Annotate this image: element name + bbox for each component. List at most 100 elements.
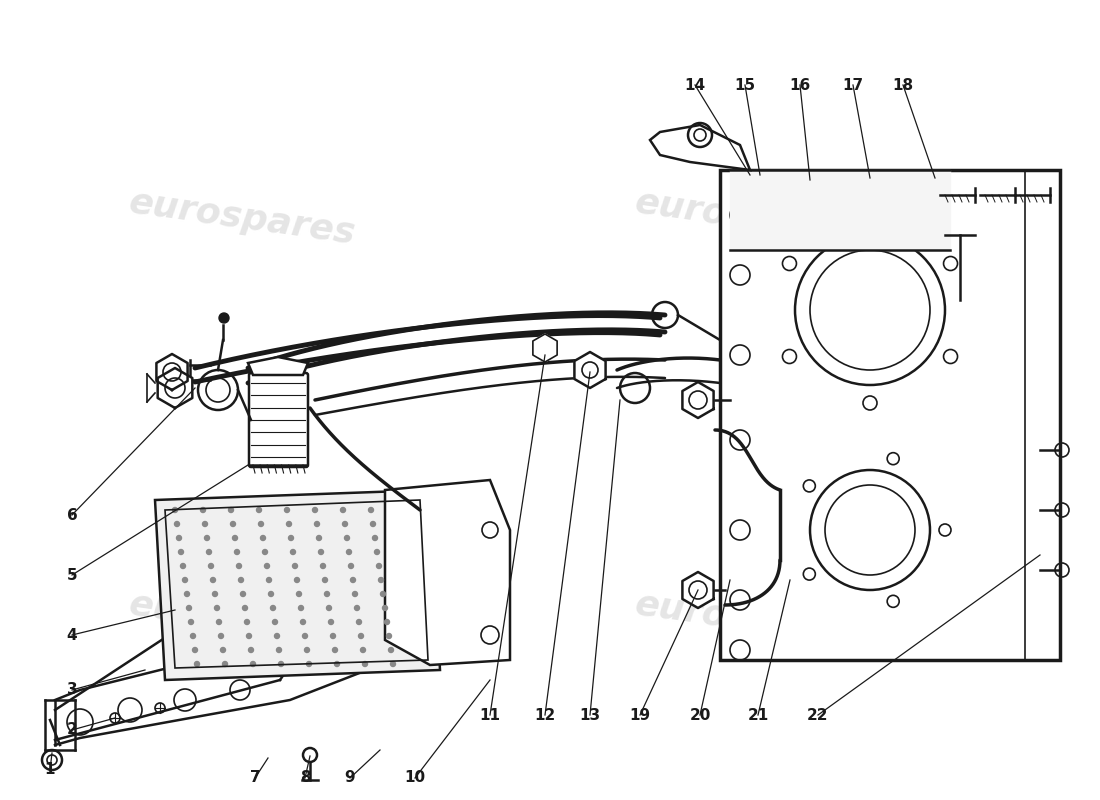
Circle shape [390, 662, 396, 666]
Text: eurospares: eurospares [632, 587, 864, 653]
Circle shape [264, 563, 270, 569]
Text: 21: 21 [747, 707, 769, 722]
Text: eurospares: eurospares [632, 186, 864, 250]
Circle shape [285, 507, 289, 513]
Text: 12: 12 [535, 707, 556, 722]
Circle shape [305, 647, 309, 653]
Circle shape [341, 507, 345, 513]
Text: 14: 14 [684, 78, 705, 93]
Circle shape [386, 634, 392, 638]
Circle shape [359, 634, 363, 638]
Circle shape [190, 634, 196, 638]
Polygon shape [650, 125, 750, 170]
Circle shape [383, 606, 387, 610]
Circle shape [352, 591, 358, 597]
Circle shape [290, 550, 296, 554]
Circle shape [195, 662, 199, 666]
Circle shape [381, 591, 385, 597]
Circle shape [298, 606, 304, 610]
Circle shape [368, 507, 374, 513]
Circle shape [322, 578, 328, 582]
Text: 6: 6 [67, 507, 77, 522]
Circle shape [351, 578, 355, 582]
Circle shape [176, 535, 182, 541]
Circle shape [173, 507, 177, 513]
Circle shape [346, 550, 352, 554]
Circle shape [212, 591, 218, 597]
Circle shape [234, 550, 240, 554]
Circle shape [327, 606, 331, 610]
Text: eurospares: eurospares [126, 587, 358, 653]
Circle shape [266, 578, 272, 582]
Circle shape [249, 647, 253, 653]
Circle shape [242, 606, 248, 610]
Polygon shape [248, 357, 308, 375]
FancyBboxPatch shape [249, 373, 308, 467]
Circle shape [312, 507, 318, 513]
Text: 18: 18 [892, 78, 914, 93]
Circle shape [307, 662, 311, 666]
Circle shape [261, 535, 265, 541]
Circle shape [300, 619, 306, 625]
Circle shape [217, 619, 221, 625]
Circle shape [385, 619, 389, 625]
Circle shape [178, 550, 184, 554]
Circle shape [349, 563, 353, 569]
Circle shape [236, 563, 242, 569]
Circle shape [332, 647, 338, 653]
Circle shape [231, 522, 235, 526]
Circle shape [278, 662, 284, 666]
Polygon shape [157, 368, 192, 408]
Circle shape [293, 563, 297, 569]
Circle shape [180, 563, 186, 569]
Text: 7: 7 [250, 770, 261, 786]
Text: 15: 15 [735, 78, 756, 93]
Circle shape [317, 535, 321, 541]
Circle shape [330, 634, 336, 638]
Circle shape [219, 313, 229, 323]
Circle shape [207, 550, 211, 554]
Circle shape [232, 535, 238, 541]
Circle shape [371, 522, 375, 526]
Circle shape [388, 647, 394, 653]
Text: 1: 1 [45, 762, 55, 778]
Text: 17: 17 [843, 78, 864, 93]
Polygon shape [574, 352, 606, 388]
Circle shape [192, 647, 198, 653]
Circle shape [276, 647, 282, 653]
Circle shape [361, 647, 365, 653]
Circle shape [271, 606, 275, 610]
Text: 22: 22 [807, 707, 828, 722]
Circle shape [241, 591, 245, 597]
Circle shape [329, 619, 333, 625]
Circle shape [205, 535, 209, 541]
Circle shape [187, 606, 191, 610]
Text: 2: 2 [67, 722, 77, 738]
Circle shape [273, 619, 277, 625]
Circle shape [220, 647, 225, 653]
Text: 9: 9 [344, 770, 355, 786]
Circle shape [251, 662, 255, 666]
Circle shape [209, 563, 213, 569]
Circle shape [200, 507, 206, 513]
Text: 19: 19 [629, 707, 650, 722]
Circle shape [342, 522, 348, 526]
Polygon shape [156, 354, 188, 390]
Circle shape [295, 578, 299, 582]
Circle shape [373, 535, 377, 541]
Circle shape [374, 550, 379, 554]
Circle shape [344, 535, 350, 541]
Circle shape [244, 619, 250, 625]
Text: 16: 16 [790, 78, 811, 93]
Text: 5: 5 [67, 567, 77, 582]
Text: 13: 13 [580, 707, 601, 722]
Circle shape [202, 522, 208, 526]
Text: 11: 11 [480, 707, 501, 722]
Circle shape [319, 550, 323, 554]
Circle shape [175, 522, 179, 526]
FancyBboxPatch shape [720, 170, 1060, 660]
Polygon shape [682, 382, 714, 418]
Circle shape [219, 634, 223, 638]
Circle shape [378, 578, 384, 582]
Text: 4: 4 [67, 627, 77, 642]
